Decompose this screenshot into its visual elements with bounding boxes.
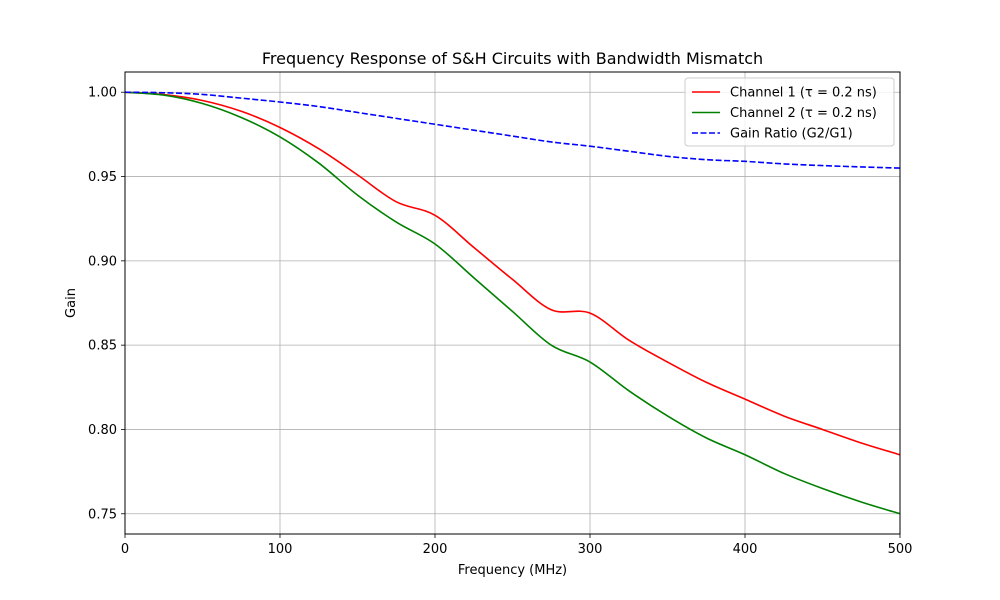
- y-tick-label: 0.80: [88, 423, 117, 438]
- x-tick-label: 200: [423, 542, 448, 557]
- series-layer: [124, 91, 901, 515]
- y-tick-label: 0.75: [88, 507, 117, 522]
- x-tick-label: 300: [578, 542, 603, 557]
- y-axis-label: Gain: [64, 288, 79, 318]
- y-tick-label: 0.90: [88, 254, 117, 269]
- y-tick-label: 1.00: [88, 86, 117, 101]
- legend: Channel 1 (τ = 0.2 ns) Channel 2 (τ = 0.2…: [684, 77, 895, 147]
- chart-title: Frequency Response of S&H Circuits with …: [262, 49, 763, 68]
- series-line-3: [124, 91, 901, 169]
- series-line-2: [124, 91, 901, 515]
- x-axis-label: Frequency (MHz): [458, 563, 567, 578]
- y-tick-label: 0.95: [88, 170, 117, 185]
- grid: [124, 72, 901, 534]
- legend-label: Channel 2 (τ = 0.2 ns): [730, 106, 877, 121]
- series-line-1: [124, 91, 901, 456]
- y-tick-label: 0.85: [88, 339, 117, 354]
- x-tick-label: 500: [888, 542, 913, 557]
- x-tick-label: 100: [268, 542, 293, 557]
- legend-box: [684, 77, 895, 147]
- ticks: 0 100 200 300 400 500 0.75 0.80 0.85 0.90 0.95 1.00: [88, 86, 912, 557]
- x-tick-label: 400: [733, 542, 758, 557]
- legend-label: Gain Ratio (G2/G1): [730, 127, 853, 142]
- legend-label: Channel 1 (τ = 0.2 ns): [730, 86, 877, 101]
- x-tick-label: 0: [121, 542, 129, 557]
- axes-frame: [124, 71, 901, 535]
